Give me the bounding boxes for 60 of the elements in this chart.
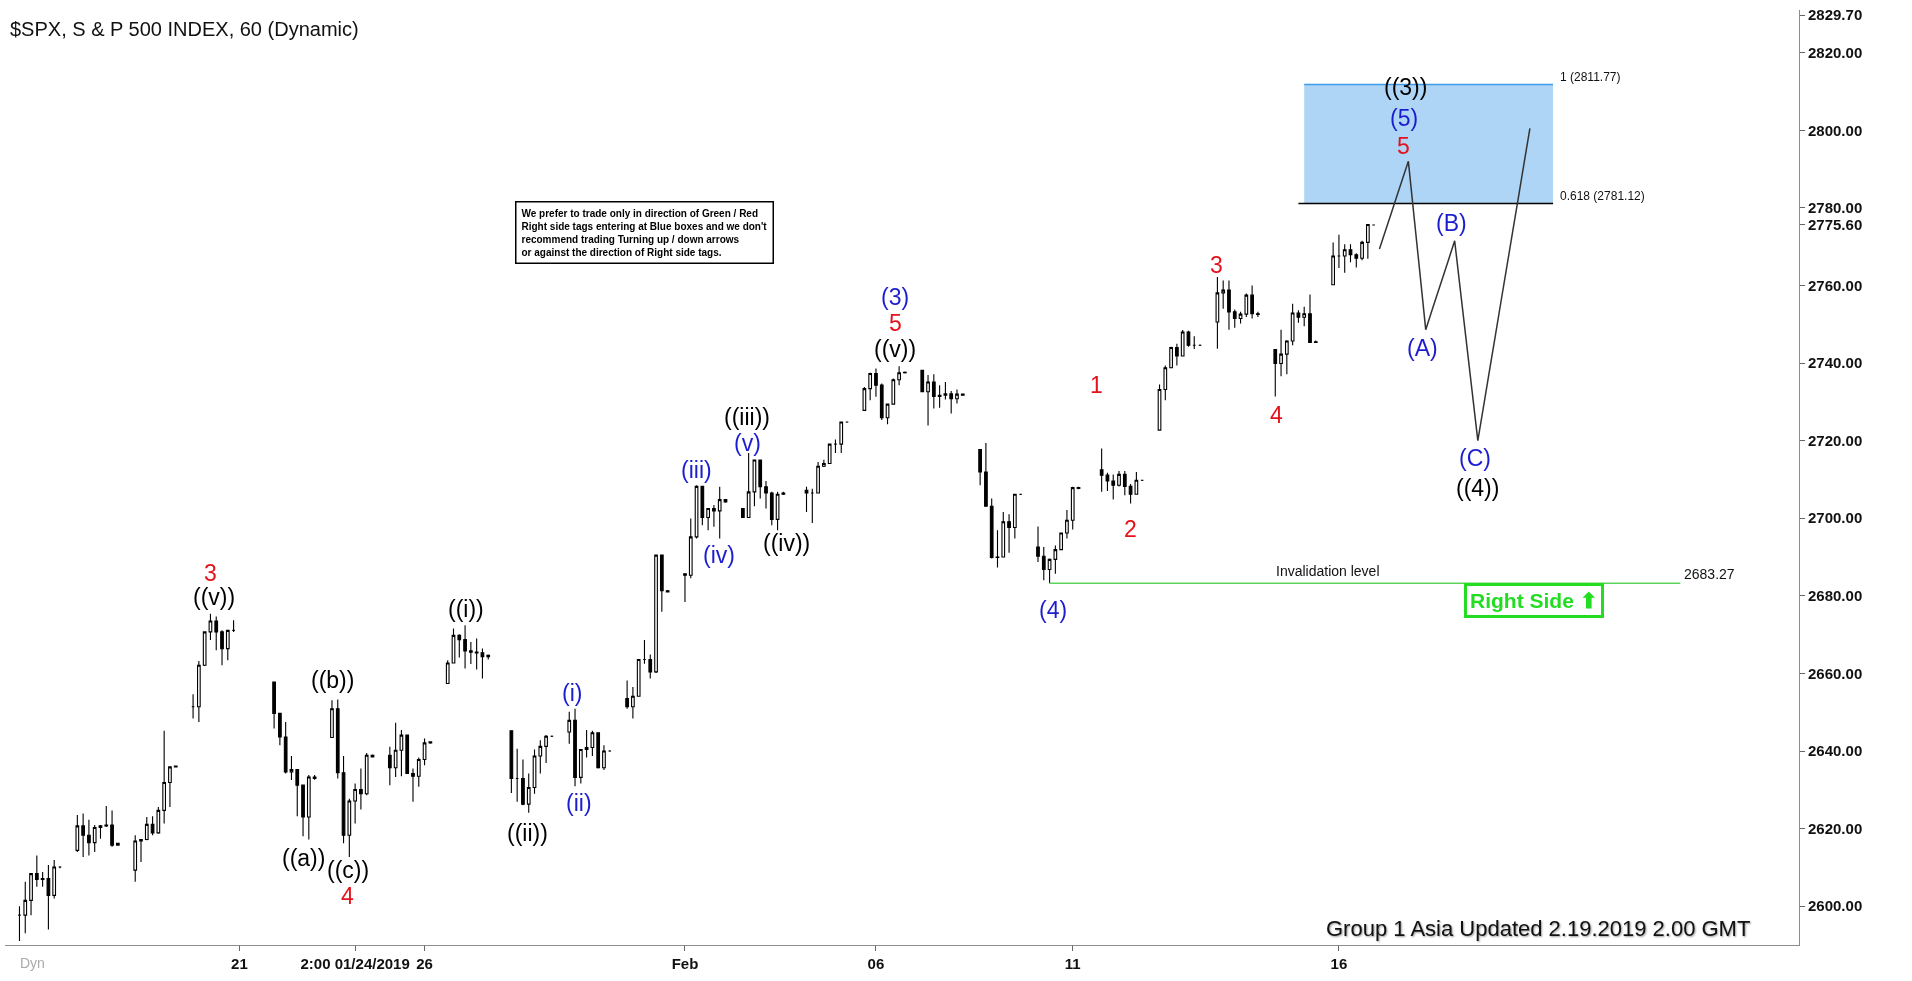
annotation: Right Side ⬆ (1470, 589, 1598, 612)
x-tick-label: 16 (1330, 955, 1348, 972)
annotation: (4) (1039, 597, 1068, 623)
annotation: 0.618 (2781.12) (1560, 189, 1645, 203)
annotation: (C) (1459, 445, 1491, 471)
y-tick-label: 2660.00 (1808, 664, 1863, 682)
x-tick-label: 21 (231, 955, 248, 972)
annotation: 3 (1210, 252, 1223, 278)
annotation: (i) (562, 680, 583, 706)
x-tick-label: 2:00 01/24/2019 (300, 955, 410, 972)
annotation: ((4)) (1456, 475, 1500, 501)
annotation: ((iii)) (724, 404, 770, 430)
annotation: (B) (1436, 210, 1467, 236)
x-tick-label: 06 (867, 955, 885, 972)
y-tick-label: 2820.00 (1808, 43, 1863, 61)
annotation: 4 (1270, 402, 1283, 428)
annotation: ((iv)) (763, 530, 811, 556)
annotation: 2683.27 (1684, 566, 1735, 582)
y-tick-label: 2620.00 (1808, 819, 1863, 837)
annotation: ((i)) (448, 596, 484, 622)
annotation: 4 (341, 883, 354, 909)
annotation: ((v)) (874, 336, 917, 362)
annotation: ((3)) (1384, 74, 1428, 100)
annotation: 3 (204, 560, 217, 586)
text: Dyn (20, 955, 45, 971)
annotation: ((ii)) (507, 820, 548, 846)
annotation: ((b)) (311, 667, 355, 693)
annotation: 1 (1090, 372, 1103, 398)
annotation: (A) (1407, 335, 1438, 361)
annotation: (iv) (703, 542, 735, 568)
y-tick-label: 2775.60 (1808, 216, 1863, 234)
annotation: We prefer to trade only in direction of Green / Red Right side tags entering at Blue boxes and we don't recommend trading Turning up / down arrows or against the direction of Right side tags. (521, 207, 768, 258)
annotation: 5 (1397, 133, 1410, 159)
y-tick-label: 2800.00 (1808, 121, 1863, 139)
annotation: (iii) (681, 457, 712, 483)
y-tick-label: 2700.00 (1808, 509, 1863, 527)
annotation: 1 (2811.77) (1560, 70, 1621, 84)
annotation: 2 (1124, 516, 1137, 542)
annotation: ((c)) (327, 857, 370, 883)
annotation: Group 1 Asia Updated 2.19.2019 2.00 GMT (1326, 916, 1751, 941)
x-tick-label: 11 (1064, 955, 1081, 972)
y-tick-label: 2760.00 (1808, 276, 1863, 294)
y-tick-label: 2829.70 (1808, 6, 1863, 24)
x-tick-label: 26 (416, 955, 433, 972)
annotation: (v) (734, 430, 761, 456)
annotation: ((a)) (282, 845, 326, 871)
annotation: (5) (1390, 105, 1419, 131)
annotation: 5 (889, 310, 902, 336)
y-tick-label: 2720.00 (1808, 431, 1863, 449)
annotation: (ii) (566, 790, 592, 816)
x-tick-label: Feb (671, 955, 699, 972)
y-tick-label: 2600.00 (1808, 897, 1863, 915)
y-tick-label: 2640.00 (1808, 742, 1863, 760)
annotation: ((v)) (193, 584, 236, 610)
chart-title: $SPX, S & P 500 INDEX, 60 (Dynamic) (10, 18, 359, 40)
y-tick-label: 2740.00 (1808, 354, 1863, 372)
y-tick-label: 2780.00 (1808, 199, 1863, 217)
annotation: (3) (881, 284, 910, 310)
annotation: Invalidation level (1276, 563, 1380, 579)
y-tick-label: 2680.00 (1808, 587, 1863, 605)
